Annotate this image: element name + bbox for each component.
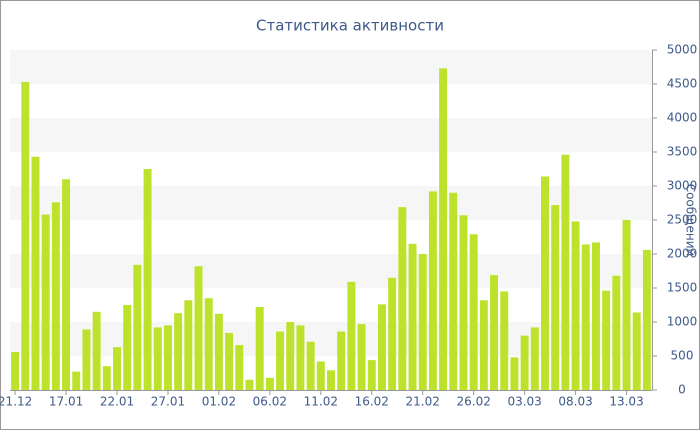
bar bbox=[367, 360, 376, 390]
bar bbox=[418, 254, 427, 390]
bar bbox=[306, 341, 315, 390]
y-tick-label: 500 bbox=[671, 349, 694, 363]
bar bbox=[591, 242, 600, 390]
bar bbox=[449, 192, 458, 390]
bar bbox=[174, 313, 183, 390]
bar bbox=[357, 324, 366, 390]
bar bbox=[398, 207, 407, 390]
y-tick-label: 3000 bbox=[667, 179, 698, 193]
y-tick-label: 0 bbox=[678, 383, 686, 397]
bar bbox=[133, 264, 142, 390]
bar bbox=[82, 329, 91, 390]
y-tick-label: 5000 bbox=[667, 43, 698, 57]
bar bbox=[143, 169, 152, 390]
bar bbox=[377, 304, 386, 390]
bar bbox=[622, 220, 631, 390]
bar bbox=[561, 154, 570, 390]
x-tick-label: 13.03 bbox=[609, 395, 643, 409]
bar bbox=[439, 68, 448, 391]
grid-band bbox=[10, 50, 652, 84]
bar bbox=[286, 322, 295, 390]
x-tick-label: 08.03 bbox=[558, 395, 592, 409]
bar bbox=[469, 234, 478, 390]
bar bbox=[327, 370, 335, 390]
bar bbox=[11, 351, 20, 390]
bar bbox=[632, 312, 641, 390]
bar bbox=[225, 332, 234, 390]
bar bbox=[388, 277, 397, 390]
bar bbox=[123, 305, 132, 390]
bar bbox=[153, 327, 162, 390]
bar bbox=[602, 290, 611, 390]
bar bbox=[265, 377, 274, 390]
bar bbox=[184, 300, 193, 390]
bar bbox=[255, 307, 264, 390]
bar bbox=[163, 325, 172, 390]
bar bbox=[21, 81, 30, 391]
bar bbox=[510, 357, 519, 390]
bar bbox=[428, 191, 437, 390]
x-tick-label: 27.01 bbox=[151, 395, 185, 409]
bar bbox=[530, 327, 539, 390]
y-axis-label: Сообщений bbox=[684, 184, 698, 257]
x-tick-label: 03.03 bbox=[507, 395, 541, 409]
bar bbox=[612, 275, 621, 390]
bar bbox=[347, 281, 356, 390]
bar bbox=[41, 214, 50, 390]
bar bbox=[62, 179, 71, 390]
bar bbox=[551, 205, 560, 390]
x-tick-label: 11.02 bbox=[304, 395, 338, 409]
y-tick-label: 4500 bbox=[667, 77, 698, 91]
x-tick-label: 21.02 bbox=[406, 395, 440, 409]
y-tick-label: 4000 bbox=[667, 111, 698, 125]
bar bbox=[500, 291, 509, 390]
bar bbox=[581, 244, 590, 390]
x-tick-label: 17.01 bbox=[49, 395, 83, 409]
y-tick-label: 3500 bbox=[667, 145, 698, 159]
y-tick-label: 2000 bbox=[667, 247, 698, 261]
y-tick-label: 2500 bbox=[667, 213, 698, 227]
bar bbox=[204, 298, 213, 390]
bar bbox=[31, 156, 40, 390]
bar bbox=[337, 331, 346, 390]
bar bbox=[520, 335, 529, 390]
x-tick-label: 22.01 bbox=[100, 395, 134, 409]
bar bbox=[642, 249, 651, 390]
bar bbox=[245, 379, 254, 390]
y-tick-label: 1500 bbox=[667, 281, 698, 295]
x-tick-label: 01.02 bbox=[202, 395, 236, 409]
bar bbox=[72, 371, 81, 390]
bar bbox=[235, 345, 244, 390]
bar bbox=[102, 366, 111, 390]
bar bbox=[541, 176, 549, 390]
bar bbox=[408, 243, 417, 390]
bar bbox=[296, 325, 305, 390]
x-tick-label: 21.12 bbox=[0, 395, 32, 409]
bar bbox=[459, 215, 468, 390]
x-tick-label: 06.02 bbox=[253, 395, 287, 409]
grid-band bbox=[10, 118, 652, 152]
bar bbox=[316, 361, 325, 390]
bar bbox=[490, 275, 499, 390]
bar bbox=[214, 313, 223, 390]
bar bbox=[571, 221, 580, 390]
bar bbox=[194, 266, 203, 390]
bar bbox=[113, 347, 121, 390]
bar bbox=[479, 300, 488, 390]
bar bbox=[51, 202, 60, 390]
x-tick-label: 26.02 bbox=[456, 395, 490, 409]
x-tick-label: 16.02 bbox=[355, 395, 389, 409]
bar bbox=[92, 311, 101, 390]
chart-title: Статистика активности bbox=[256, 17, 444, 35]
bar bbox=[276, 331, 285, 390]
y-tick-label: 1000 bbox=[667, 315, 698, 329]
